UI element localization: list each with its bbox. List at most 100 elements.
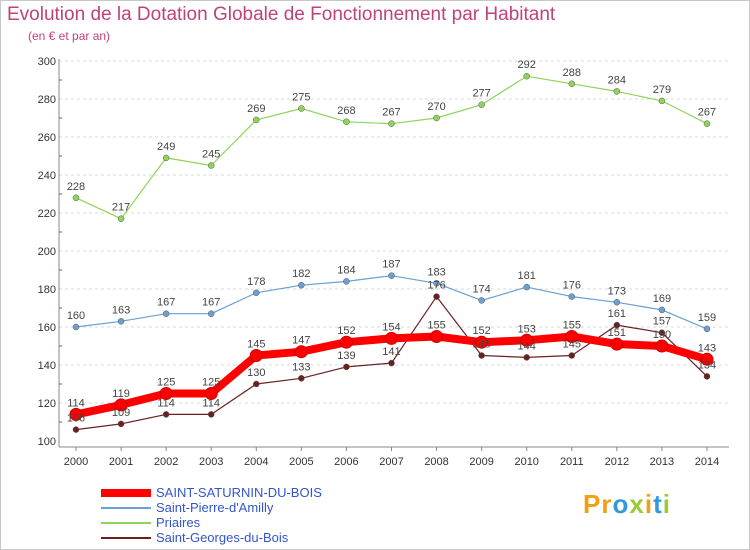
data-point (613, 299, 621, 306)
data-point (298, 375, 305, 382)
data-label: 167 (202, 297, 220, 309)
data-point (478, 101, 485, 108)
data-label: 145 (472, 339, 490, 351)
data-point (72, 194, 80, 202)
data-label: 270 (427, 101, 445, 113)
data-point (523, 354, 530, 361)
x-tick-label: 2000 (64, 456, 88, 468)
data-point (703, 120, 711, 127)
data-label: 268 (337, 105, 355, 117)
data-point (610, 337, 624, 351)
chart-axes: 100 120 140 160 180 200 220 240 260 280 300 2000 200… (38, 56, 729, 468)
data-point (207, 411, 215, 418)
data-label: 161 (608, 308, 626, 320)
data-label: 125 (157, 377, 175, 389)
data-label: 267 (698, 107, 716, 119)
chart-subtitle: (en € et par an) (28, 29, 111, 43)
data-label: 106 (67, 413, 85, 425)
data-point (655, 339, 669, 353)
data-label: 277 (472, 88, 490, 100)
chart-series (69, 72, 714, 433)
data-label: 147 (292, 335, 310, 347)
data-point (162, 310, 170, 317)
x-tick-label: 2014 (695, 456, 719, 468)
data-point (253, 289, 260, 297)
data-point (703, 325, 711, 333)
y-tick-label: 140 (38, 360, 56, 372)
data-point (159, 387, 173, 400)
data-point (433, 114, 440, 122)
data-label: 145 (563, 339, 581, 351)
data-label: 176 (427, 280, 445, 292)
data-label: 130 (247, 367, 265, 379)
data-label: 292 (518, 59, 536, 71)
legend-swatch (101, 522, 151, 524)
data-point (433, 280, 440, 287)
data-point (207, 310, 215, 317)
data-point (249, 349, 263, 362)
data-label: 155 (563, 320, 581, 332)
data-point (475, 335, 489, 349)
data-label: 143 (698, 342, 716, 354)
legend-label: SAINT-SATURNIN-DU-BOIS (156, 485, 322, 500)
data-point (478, 297, 485, 304)
data-label: 160 (67, 310, 85, 322)
data-point (204, 387, 218, 400)
data-label: 125 (202, 377, 220, 389)
data-label: 133 (292, 361, 310, 373)
data-label: 184 (337, 264, 355, 276)
x-tick-label: 2011 (560, 456, 584, 468)
data-label: 176 (563, 280, 581, 292)
data-point (478, 352, 485, 359)
y-tick-label: 100 (38, 436, 56, 448)
data-label: 182 (292, 268, 310, 280)
data-point (430, 330, 444, 343)
legend-swatch (101, 489, 151, 497)
data-point (72, 323, 80, 331)
legend-label: Saint-Pierre-d'Amilly (156, 500, 274, 515)
data-label: 159 (698, 312, 716, 324)
data-point (520, 333, 534, 347)
data-label: 139 (337, 350, 355, 362)
data-point (388, 359, 395, 367)
y-tick-label: 300 (38, 56, 56, 68)
data-point (523, 283, 530, 291)
data-label: 141 (382, 346, 400, 358)
data-point (568, 293, 576, 300)
data-point (117, 318, 125, 325)
data-label: 284 (608, 74, 626, 86)
data-label: 275 (292, 92, 310, 104)
data-point (700, 352, 714, 366)
data-label: 153 (518, 323, 536, 335)
chart-title: Evolution de la Dotation Globale de Fonc… (7, 4, 556, 25)
data-label: 249 (157, 141, 175, 153)
data-point (253, 116, 260, 124)
data-point (388, 272, 395, 279)
data-label: 288 (563, 67, 581, 79)
legend-swatch (101, 537, 151, 539)
data-point (294, 345, 308, 359)
data-label: 145 (247, 339, 265, 351)
data-label: 178 (247, 276, 265, 288)
y-tick-label: 280 (38, 94, 56, 106)
x-tick-label: 2013 (650, 456, 674, 468)
x-tick-label: 2007 (379, 456, 403, 468)
y-tick-label: 260 (38, 132, 56, 144)
data-point (568, 352, 576, 359)
data-label: 134 (698, 359, 716, 371)
data-point (117, 420, 125, 428)
data-label: 114 (67, 397, 85, 409)
data-label: 174 (472, 283, 490, 295)
chart-data-labels: 106 109 114 114 130 133 139 141 176 145 144 145 161 1… (67, 59, 716, 424)
y-tick-label: 160 (38, 322, 56, 334)
data-label: 169 (653, 293, 671, 305)
data-point (343, 278, 350, 285)
x-tick-label: 2010 (514, 456, 538, 468)
data-label: 155 (427, 320, 445, 332)
legend-label: Priaires (156, 515, 201, 530)
data-point (162, 154, 170, 162)
x-tick-label: 2006 (334, 456, 358, 468)
data-label: 163 (112, 304, 130, 316)
data-point (343, 118, 350, 126)
